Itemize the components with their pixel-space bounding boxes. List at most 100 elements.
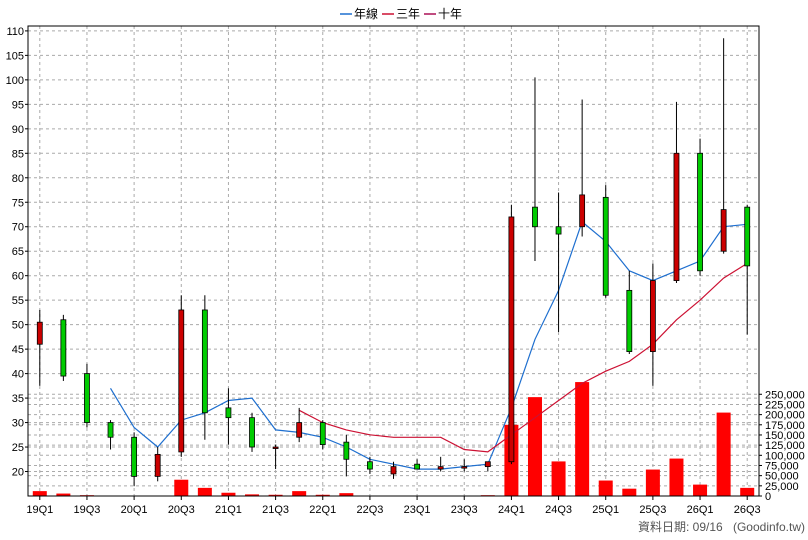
volume-bar	[622, 488, 637, 496]
candle	[343, 434, 350, 477]
volume-bar	[716, 412, 731, 496]
volume-tick-label: 250,000	[765, 389, 805, 401]
moving-average-lines	[109, 220, 748, 470]
candle	[437, 456, 444, 472]
candle-body	[178, 309, 185, 453]
candle	[720, 38, 727, 254]
volume-bar	[32, 491, 47, 496]
time-tick-label: 23Q1	[404, 504, 431, 516]
candle	[296, 407, 303, 443]
volume-axis-ticks: 025,00050,00075,000100,000125,000150,000…	[759, 389, 805, 503]
candle-body	[532, 206, 538, 228]
candle-body	[319, 422, 326, 445]
candle-body	[720, 209, 727, 252]
candle	[461, 459, 468, 472]
legend-item-yearly: 年線	[340, 6, 378, 21]
candle	[107, 420, 114, 450]
volume-bar	[740, 487, 755, 496]
volume-tick-label: 0	[765, 491, 771, 503]
candle	[60, 314, 67, 381]
time-tick-label: 26Q1	[687, 504, 714, 516]
time-tick-label: 24Q3	[545, 504, 572, 516]
candle	[555, 192, 562, 332]
data-source-label: (Goodinfo.tw)	[733, 520, 805, 534]
price-tick-label: 45	[12, 344, 24, 356]
price-tick-label: 110	[6, 26, 24, 38]
candle	[367, 456, 373, 474]
candle	[579, 99, 586, 237]
volume-bar	[197, 487, 212, 496]
candle	[484, 461, 491, 472]
candle-body	[36, 321, 43, 345]
candle	[649, 263, 656, 386]
candle	[602, 185, 609, 298]
candle-body	[744, 206, 751, 267]
candle	[697, 138, 703, 276]
price-tick-label: 75	[12, 197, 24, 209]
candle-body	[390, 466, 397, 475]
volume-tick-label: 100,000	[765, 450, 805, 462]
candle	[225, 388, 232, 445]
candle-body	[131, 436, 138, 477]
chart-legend: 年線 三年 十年	[340, 6, 462, 21]
candle-body	[602, 196, 609, 296]
candle	[249, 412, 255, 452]
candle-body	[484, 461, 491, 468]
volume-tick-label: 200,000	[765, 410, 805, 422]
volume-bar	[56, 493, 71, 496]
time-tick-label: 20Q3	[168, 504, 195, 516]
candle	[532, 77, 538, 261]
volume-bar	[645, 469, 660, 496]
candle-body	[201, 309, 208, 414]
volume-bars	[32, 382, 755, 497]
candle-body	[225, 407, 232, 419]
candle-body	[60, 319, 67, 377]
price-tick-label: 25	[12, 442, 24, 454]
legend-label: 年線	[354, 6, 378, 21]
candle	[319, 420, 326, 450]
candle-body	[649, 280, 656, 352]
time-tick-label: 24Q1	[498, 504, 525, 516]
candle-body	[579, 194, 586, 228]
volume-bar	[315, 494, 330, 496]
volume-bar	[221, 492, 236, 496]
price-tick-label: 35	[12, 393, 24, 405]
price-tick-label: 50	[12, 320, 24, 332]
price-tick-label: 60	[12, 271, 24, 283]
volume-tick-label: 75,000	[765, 460, 799, 472]
time-tick-label: 22Q1	[309, 504, 336, 516]
candle	[201, 295, 208, 440]
legend-label: 十年	[438, 7, 462, 21]
candle	[272, 444, 279, 470]
volume-tick-label: 150,000	[765, 430, 805, 442]
volume-bar	[669, 458, 684, 496]
volume-tick-label: 25,000	[765, 481, 799, 493]
price-tick-label: 70	[12, 222, 24, 234]
candle-body	[508, 216, 515, 463]
candle-body	[84, 373, 90, 423]
price-tick-label: 105	[6, 50, 24, 62]
candle	[154, 447, 161, 482]
data-date-label: 資料日期: 09/16	[638, 520, 723, 534]
volume-tick-label: 225,000	[765, 399, 805, 411]
candle	[178, 295, 185, 457]
volume-bar	[551, 461, 566, 496]
price-tick-label: 100	[6, 75, 24, 87]
time-tick-label: 19Q3	[73, 504, 100, 516]
volume-bar	[292, 491, 307, 496]
volume-bar	[527, 397, 542, 496]
candle-body	[107, 422, 114, 438]
time-tick-label: 25Q1	[592, 504, 619, 516]
candle	[414, 459, 420, 470]
volume-bar	[245, 494, 260, 496]
volume-bar	[598, 480, 613, 496]
volume-bar	[268, 494, 283, 496]
candle-body	[154, 453, 161, 477]
price-tick-label: 85	[12, 148, 24, 160]
candle-body	[296, 422, 303, 438]
candle	[744, 204, 751, 335]
time-tick-label: 23Q3	[451, 504, 478, 516]
time-tick-label: 21Q1	[215, 504, 242, 516]
candle-body	[697, 152, 703, 272]
